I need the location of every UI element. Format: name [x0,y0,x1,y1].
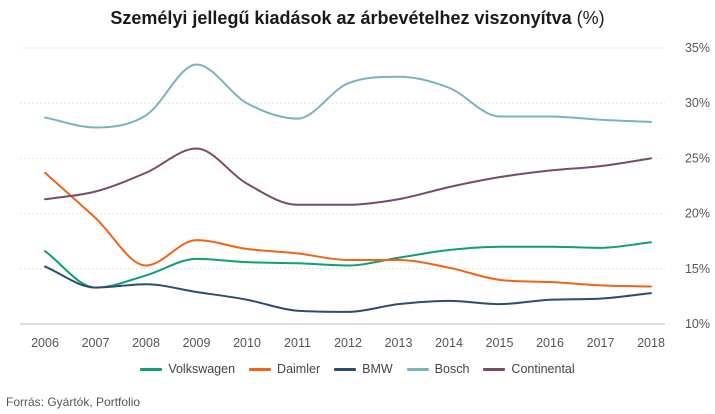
y-tick-label: 10% [685,317,710,331]
x-tick-label: 2014 [435,336,463,350]
source-note: Forrás: Gyártók, Portfolio [6,395,141,409]
legend-label: Bosch [434,362,470,376]
x-tick-label: 2015 [486,336,514,350]
legend-item-volkswagen: Volkswagen [140,362,235,376]
legend-swatch [483,367,506,371]
series-line-volkswagen [44,241,652,289]
legend-label: Continental [511,362,575,376]
x-tick-label: 2018 [637,336,665,350]
legend-label: Volkswagen [168,362,236,376]
x-tick-label: 2008 [132,336,160,350]
chart-title-unit: (%) [576,8,605,28]
legend-label: BMW [362,362,393,376]
series-line-bmw [44,265,652,313]
x-tick-label: 2016 [536,336,564,350]
legend-swatch [249,367,272,371]
x-tick-label: 2010 [233,336,261,350]
legend-item-daimler: Daimler [249,362,320,376]
chart-title: Személyi jellegű kiadások az árbevételhe… [0,8,715,29]
legend-item-bmw: BMW [334,362,393,376]
legend-swatch [140,367,163,371]
series-lines [44,63,652,313]
x-tick-label: 2013 [385,336,413,350]
y-tick-label: 20% [685,207,710,221]
x-tick-label: 2012 [334,336,362,350]
y-tick-label: 15% [685,262,710,276]
x-tick-label: 2009 [183,336,211,350]
x-tick-label: 2011 [284,336,311,350]
legend-swatch [334,367,357,371]
legend-label: Daimler [277,362,321,376]
y-tick-label: 35% [685,41,710,55]
series-line-continental [44,147,652,206]
legend-item-continental: Continental [483,362,575,376]
chart-title-text: Személyi jellegű kiadások az árbevételhe… [110,8,572,28]
series-line-bosch [44,63,652,129]
y-tick-label: 25% [685,151,710,165]
gridlines [20,47,665,325]
x-tick-label: 2007 [82,336,110,350]
x-axis-ticks: 2006 2007 2008 2009 2010 2011 2012 2013 2014 2015… [31,336,665,350]
series-line-daimler [44,171,652,288]
legend: Volkswagen Daimler BMW Bosch Continental [0,359,715,379]
y-axis-ticks: 10% 15% 20% 25% 30% 35% [685,41,710,331]
legend-swatch [406,367,429,371]
y-tick-label: 30% [685,96,710,110]
x-tick-label: 2017 [587,336,615,350]
legend-item-bosch: Bosch [406,362,470,376]
x-tick-label: 2006 [31,336,59,350]
